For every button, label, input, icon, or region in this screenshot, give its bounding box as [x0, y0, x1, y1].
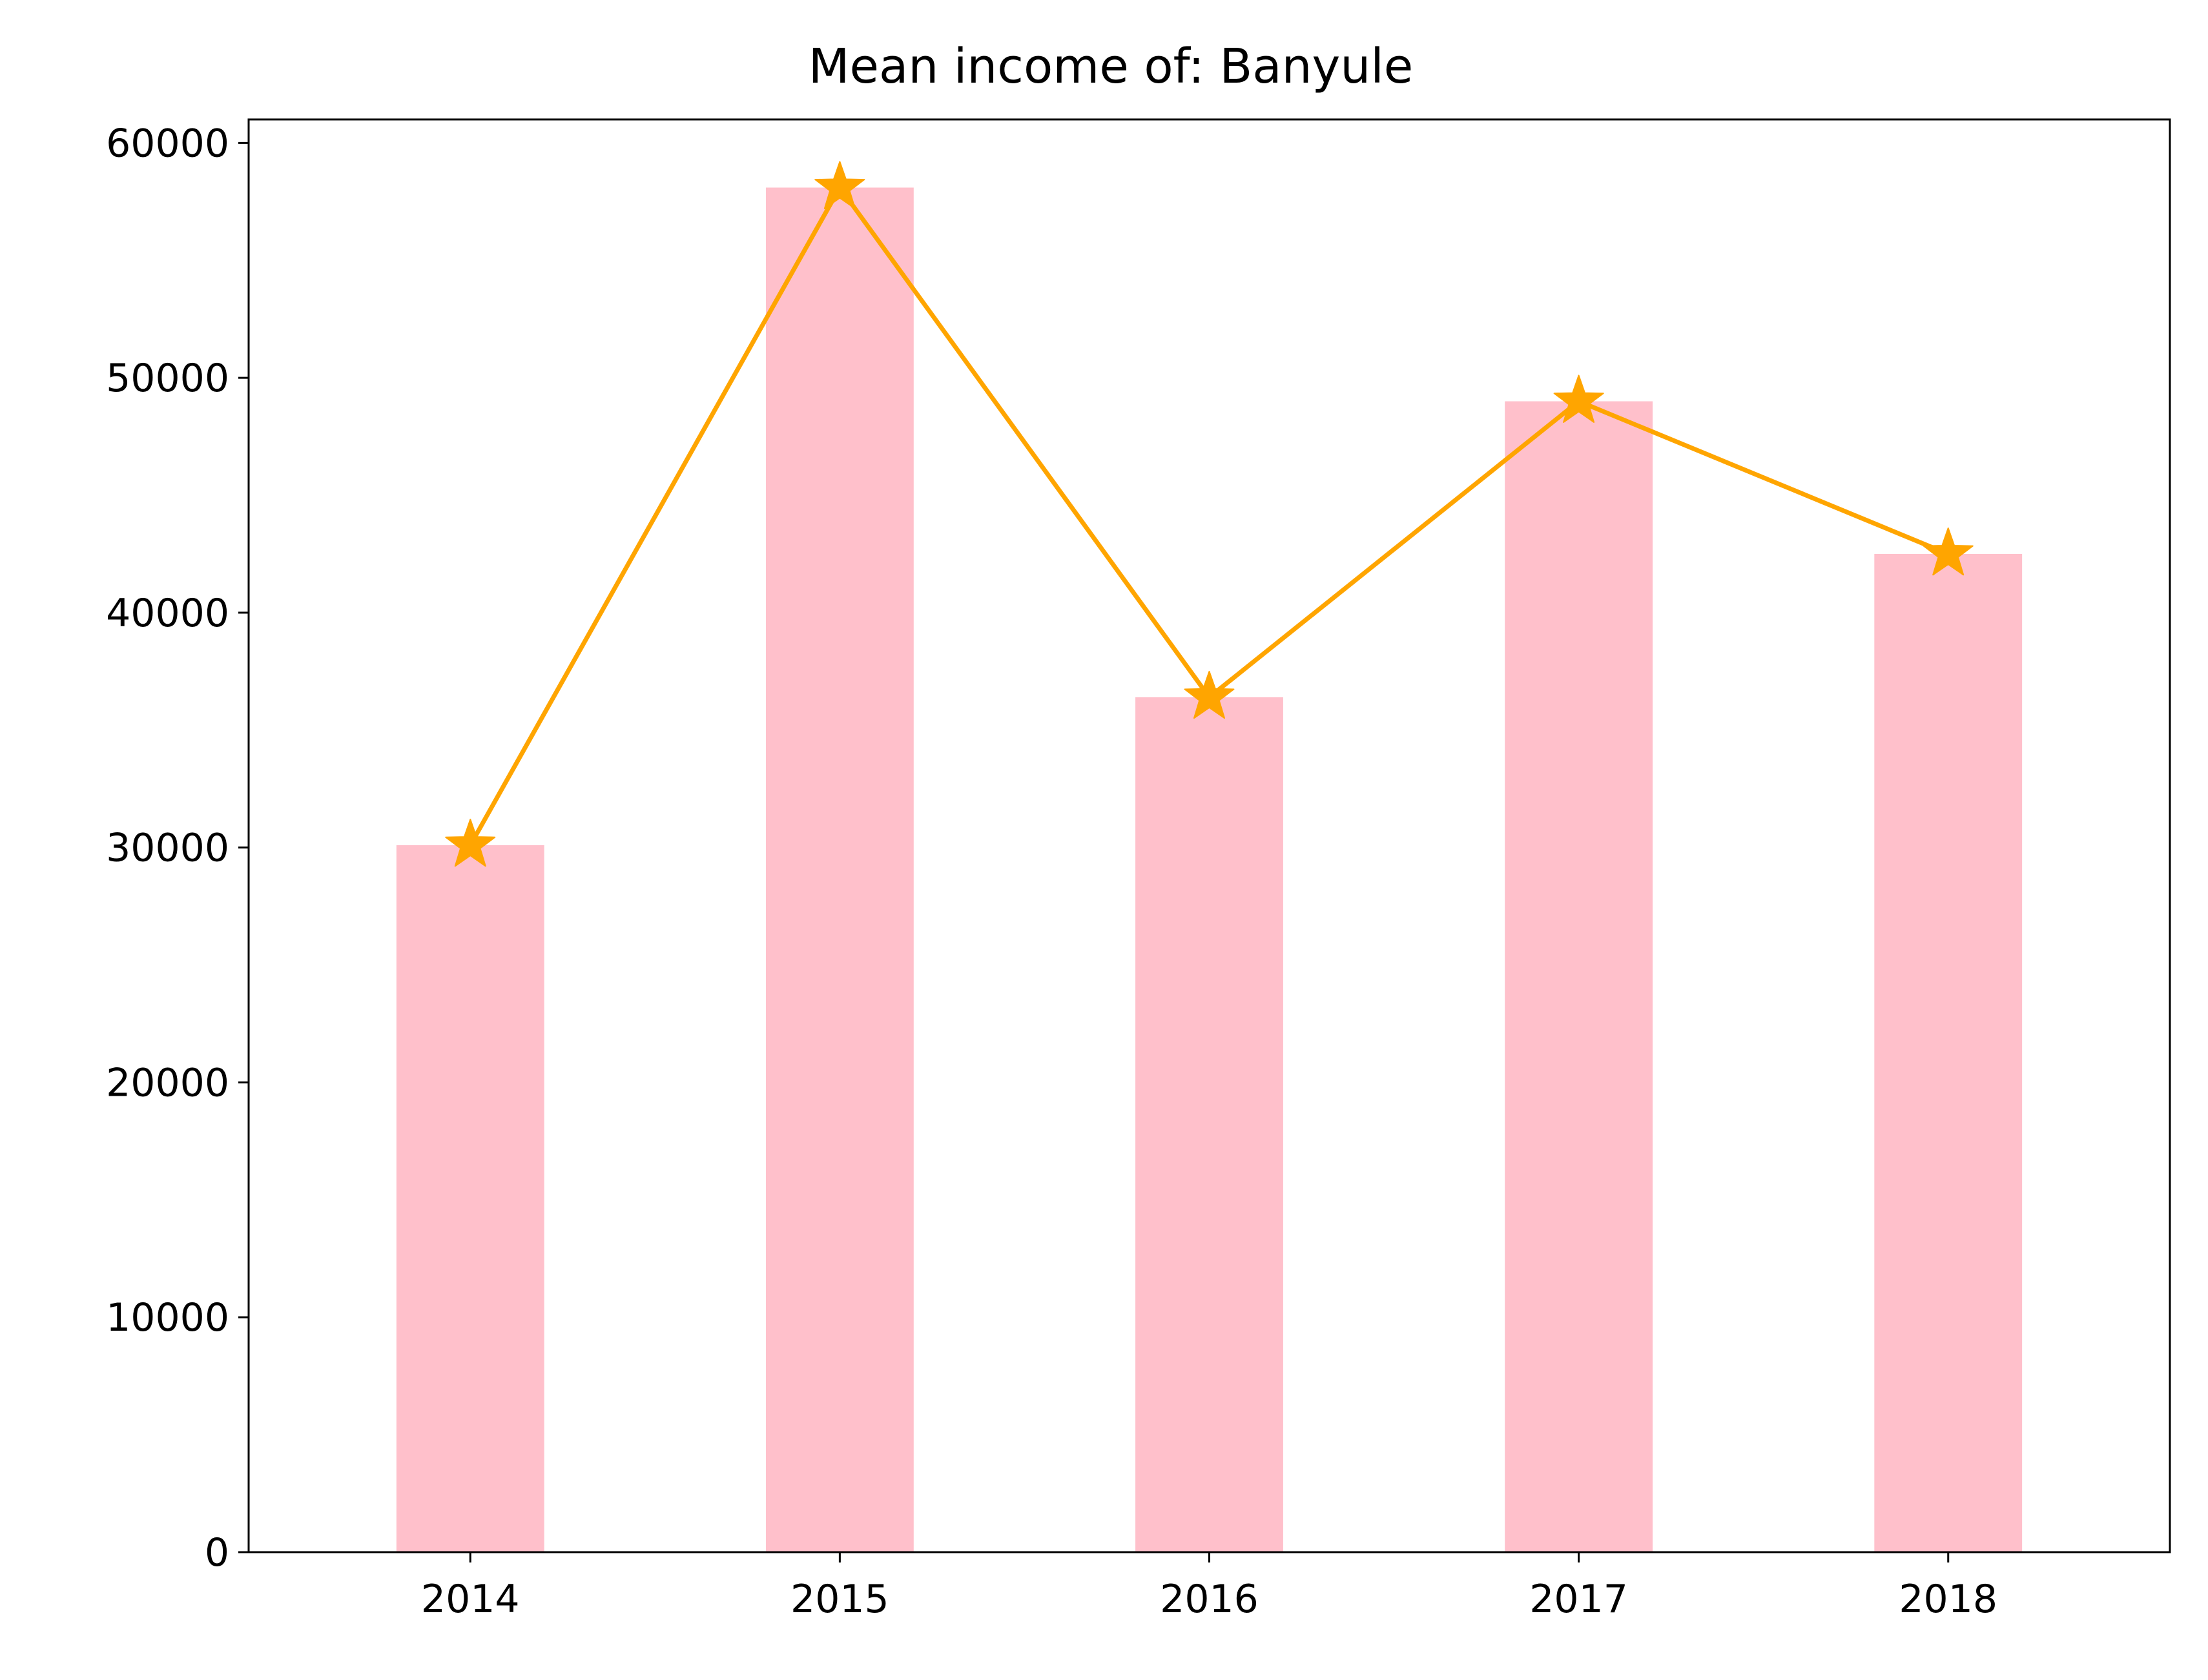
y-tick-label: 50000: [106, 356, 229, 401]
bar-2018: [1874, 553, 2023, 1553]
bar-2014: [396, 845, 544, 1552]
bars-layer: [396, 187, 2023, 1553]
chart-title: Mean income of: Banyule: [809, 39, 1414, 94]
x-tick-label: 2016: [1160, 1577, 1259, 1622]
y-tick-label: 30000: [106, 826, 229, 871]
y-tick-label: 40000: [106, 591, 229, 636]
y-tick-label: 10000: [106, 1295, 229, 1340]
y-tick-label: 20000: [106, 1060, 229, 1105]
star-marker-2015: [814, 161, 865, 209]
x-tick-label: 2015: [790, 1577, 889, 1622]
x-tick-label: 2014: [421, 1577, 520, 1622]
star-marker-2017: [1553, 374, 1604, 423]
bar-2017: [1505, 401, 1653, 1552]
markers-layer: [445, 161, 1974, 867]
y-tick-label: 0: [205, 1530, 229, 1575]
bar-2016: [1135, 697, 1283, 1552]
y-tick-label: 60000: [106, 121, 229, 166]
star-marker-2016: [1184, 670, 1235, 719]
x-tick-label: 2017: [1529, 1577, 1628, 1622]
y-axis: 0 10000 20000 30000 40000 50000 60000: [106, 121, 249, 1575]
x-axis: 2014 2015 2016 2017 2018: [421, 1552, 1997, 1622]
x-tick-label: 2018: [1899, 1577, 1997, 1622]
star-marker-2018: [1923, 528, 1974, 576]
star-marker-2014: [445, 819, 496, 867]
bar-2015: [765, 187, 914, 1553]
